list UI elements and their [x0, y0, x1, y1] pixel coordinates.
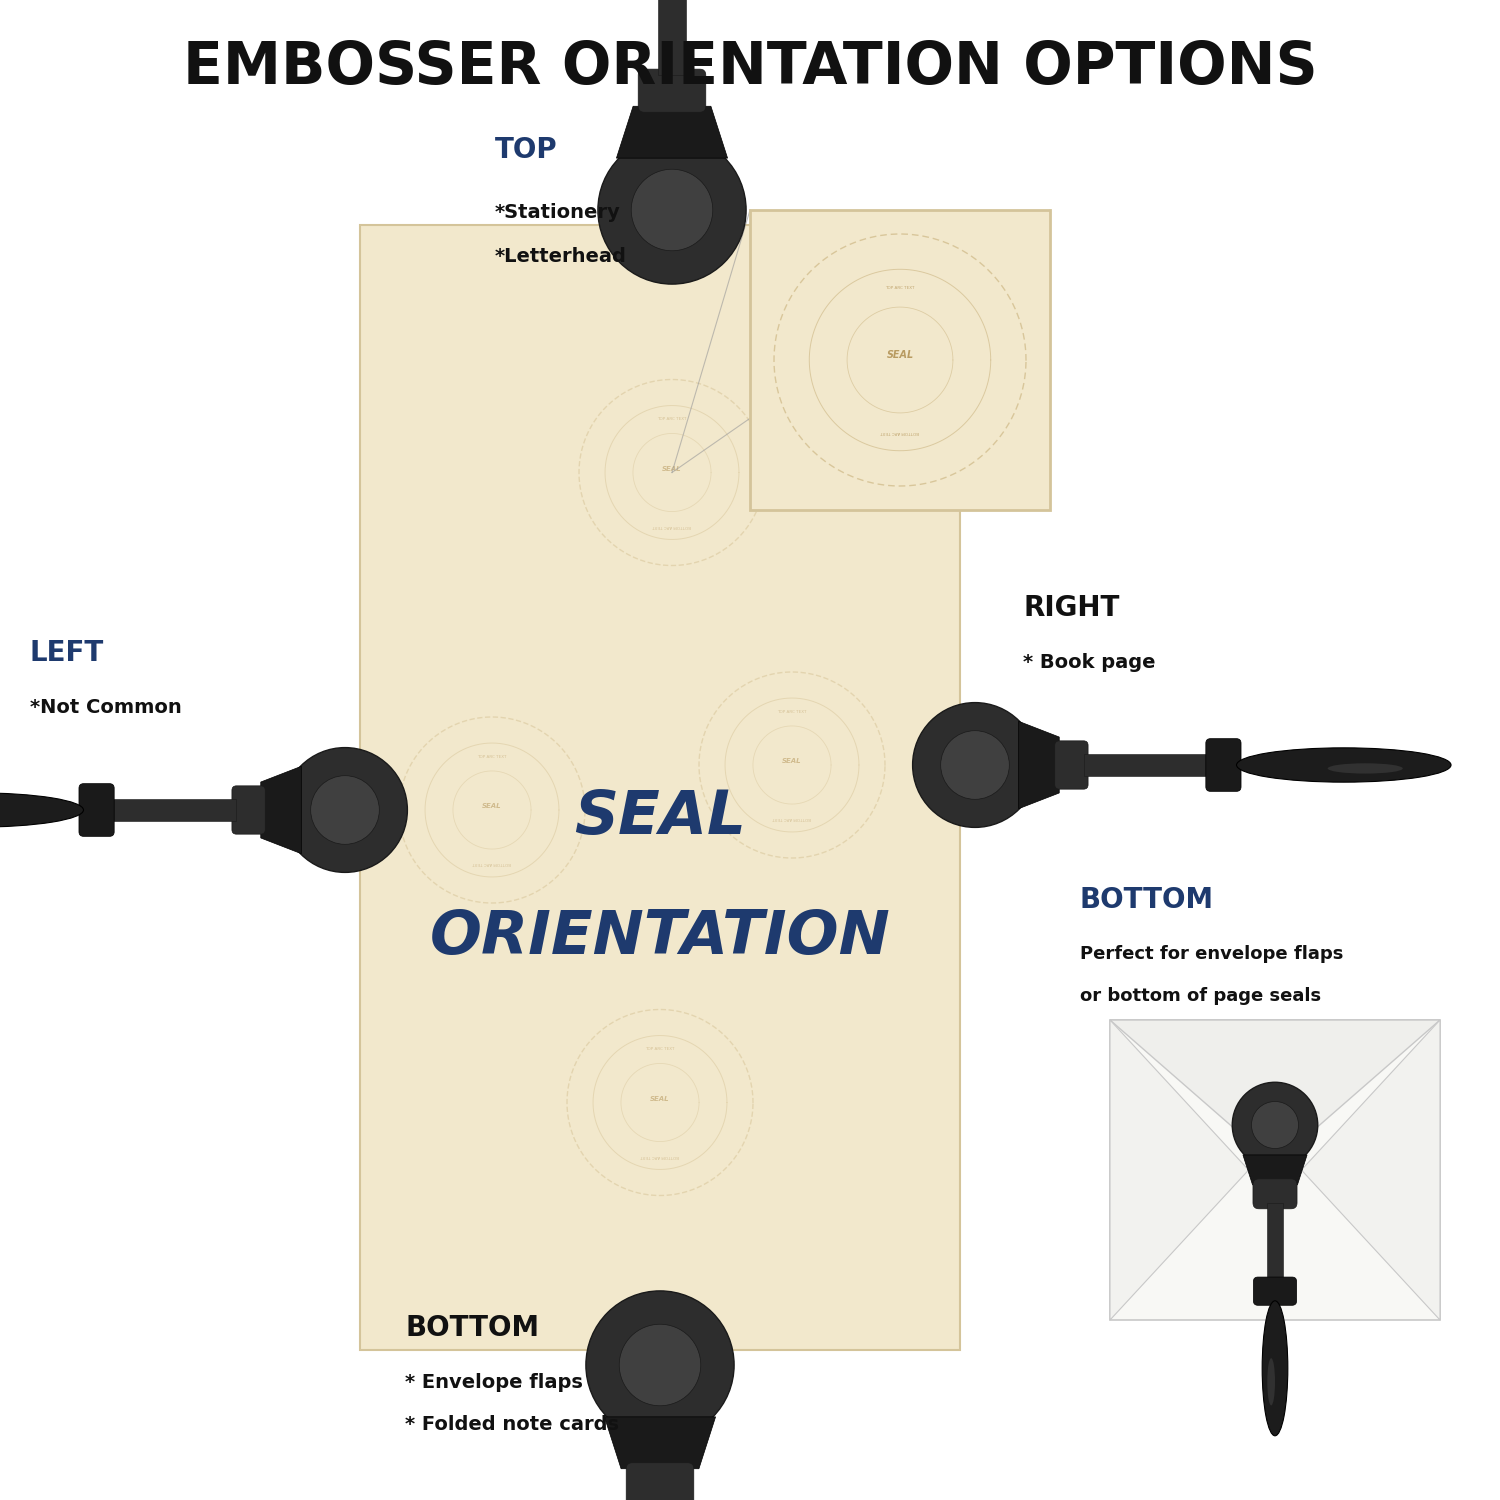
Circle shape — [620, 1324, 701, 1406]
Text: * Envelope flaps: * Envelope flaps — [405, 1372, 584, 1392]
Bar — [1268, 1203, 1282, 1281]
FancyBboxPatch shape — [626, 1462, 694, 1500]
Ellipse shape — [1268, 1358, 1275, 1406]
Text: * Book page: * Book page — [1023, 652, 1155, 672]
Ellipse shape — [1262, 1300, 1288, 1436]
Text: BOTTOM ARC TEXT: BOTTOM ARC TEXT — [640, 1154, 680, 1158]
Text: Perfect for envelope flaps: Perfect for envelope flaps — [1080, 945, 1344, 963]
Bar — [1083, 754, 1210, 776]
Circle shape — [310, 776, 380, 844]
FancyBboxPatch shape — [1054, 741, 1088, 789]
Text: TOP: TOP — [495, 136, 558, 164]
Text: ORIENTATION: ORIENTATION — [429, 908, 891, 968]
Polygon shape — [1110, 1020, 1248, 1320]
Polygon shape — [1019, 722, 1059, 809]
Text: TOP ARC TEXT: TOP ARC TEXT — [477, 754, 507, 759]
FancyBboxPatch shape — [750, 210, 1050, 510]
Text: BOTTOM: BOTTOM — [1080, 886, 1214, 914]
Text: TOP ARC TEXT: TOP ARC TEXT — [777, 710, 807, 714]
Circle shape — [586, 1292, 734, 1438]
Text: RIGHT: RIGHT — [1023, 594, 1119, 621]
Text: TOP ARC TEXT: TOP ARC TEXT — [645, 1047, 675, 1052]
Text: *Letterhead: *Letterhead — [495, 248, 627, 267]
Text: *Stationery: *Stationery — [495, 202, 621, 222]
Text: *Not Common: *Not Common — [30, 698, 182, 717]
Ellipse shape — [1236, 748, 1450, 782]
Text: * Folded note cards: * Folded note cards — [405, 1414, 620, 1434]
Circle shape — [282, 747, 408, 873]
Ellipse shape — [1328, 764, 1402, 774]
Polygon shape — [1302, 1020, 1440, 1320]
Polygon shape — [616, 106, 728, 158]
FancyBboxPatch shape — [80, 783, 114, 837]
FancyBboxPatch shape — [232, 786, 266, 834]
Text: SEAL: SEAL — [886, 350, 914, 360]
Circle shape — [632, 170, 712, 250]
FancyBboxPatch shape — [638, 69, 706, 112]
Circle shape — [1233, 1083, 1317, 1167]
Text: BOTTOM: BOTTOM — [405, 1314, 538, 1341]
Text: LEFT: LEFT — [30, 639, 104, 666]
Text: SEAL: SEAL — [782, 759, 802, 765]
Text: BOTTOM ARC TEXT: BOTTOM ARC TEXT — [472, 861, 512, 865]
Text: BOTTOM ARC TEXT: BOTTOM ARC TEXT — [880, 430, 920, 433]
Text: SEAL: SEAL — [574, 788, 746, 847]
Polygon shape — [604, 1418, 715, 1468]
Text: SEAL: SEAL — [1264, 1120, 1286, 1126]
Bar — [658, 0, 686, 75]
FancyBboxPatch shape — [1252, 1179, 1298, 1209]
Circle shape — [598, 136, 746, 284]
FancyBboxPatch shape — [1254, 1276, 1296, 1305]
Text: SEAL: SEAL — [650, 1096, 670, 1102]
Text: or bottom of page seals: or bottom of page seals — [1080, 987, 1322, 1005]
Text: BOTTOM ARC TEXT: BOTTOM ARC TEXT — [772, 816, 812, 821]
FancyBboxPatch shape — [360, 225, 960, 1350]
Ellipse shape — [0, 794, 84, 826]
Text: BOTTOM ARC TEXT: BOTTOM ARC TEXT — [1256, 1143, 1294, 1148]
Bar — [110, 800, 237, 820]
Text: BOTTOM ARC TEXT: BOTTOM ARC TEXT — [652, 524, 692, 528]
Polygon shape — [1110, 1020, 1440, 1164]
Polygon shape — [1244, 1155, 1306, 1185]
Circle shape — [940, 730, 1010, 800]
Text: TOP ARC TEXT: TOP ARC TEXT — [885, 286, 915, 290]
Text: TOP ARC TEXT: TOP ARC TEXT — [657, 417, 687, 422]
FancyBboxPatch shape — [1206, 738, 1240, 792]
Circle shape — [912, 702, 1038, 828]
Text: SEAL: SEAL — [482, 804, 502, 810]
Polygon shape — [261, 766, 302, 853]
Text: SEAL: SEAL — [662, 466, 682, 472]
FancyBboxPatch shape — [1110, 1020, 1440, 1320]
Text: EMBOSSER ORIENTATION OPTIONS: EMBOSSER ORIENTATION OPTIONS — [183, 39, 1317, 96]
Circle shape — [1251, 1101, 1299, 1149]
Text: TOP ARC TEXT: TOP ARC TEXT — [1260, 1102, 1290, 1107]
